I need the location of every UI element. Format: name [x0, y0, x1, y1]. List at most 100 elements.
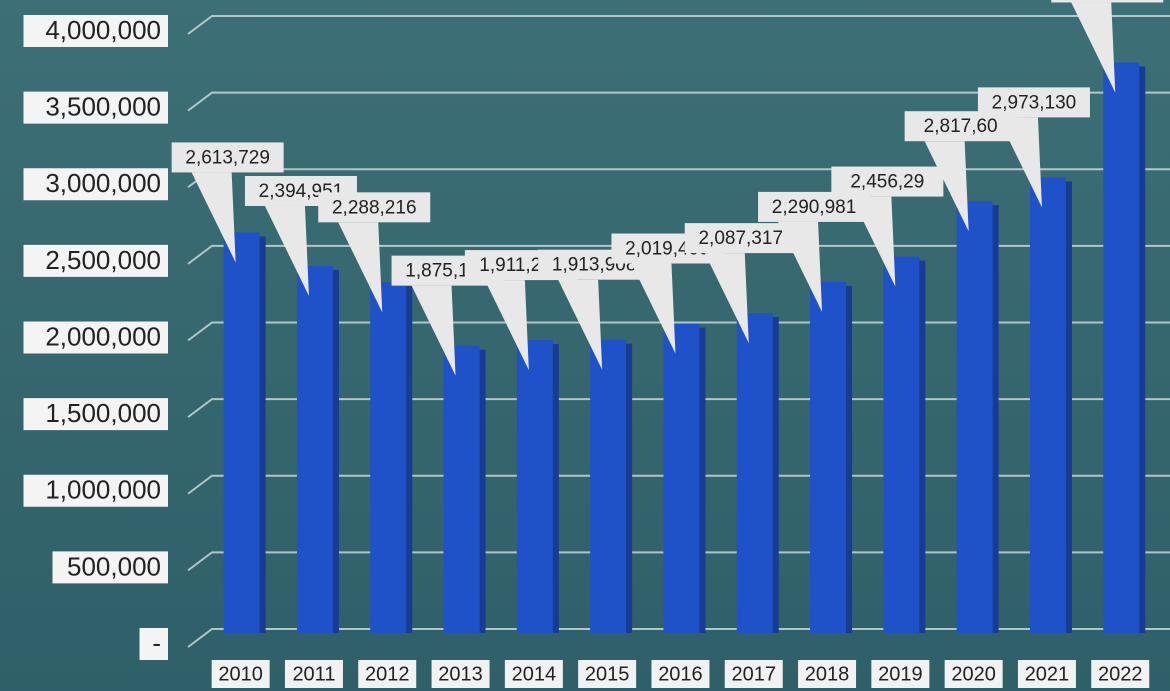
callout-pointer	[338, 222, 383, 313]
value-label: 2,613,729	[185, 147, 270, 168]
value-label: 2,288,216	[332, 197, 417, 218]
bar	[590, 339, 627, 633]
y-tick-label: 2,000,000	[45, 321, 161, 351]
callout-pointer	[631, 263, 676, 354]
y-tick-label: 1,000,000	[45, 475, 161, 505]
bar-side	[330, 269, 339, 633]
x-tick-label: 2015	[585, 663, 630, 685]
x-tick-box	[798, 660, 857, 688]
x-tick-label: 2016	[658, 663, 703, 685]
bar-side	[770, 317, 779, 633]
bar-side	[990, 205, 999, 633]
callout-pointer	[191, 172, 236, 263]
bar	[956, 201, 993, 633]
x-tick-box	[504, 660, 563, 688]
bar-side	[404, 286, 413, 633]
bar-side	[550, 344, 559, 633]
y-tick-box	[23, 168, 168, 201]
y-tick-label: 2,500,000	[45, 245, 161, 275]
bar	[810, 281, 847, 633]
bar	[1029, 177, 1066, 633]
callout-box	[318, 192, 431, 223]
bar-side	[844, 285, 853, 633]
bar-side	[917, 260, 926, 633]
bar	[1103, 62, 1140, 634]
y-tick-label: -	[152, 628, 161, 658]
y-tick-label: 500,000	[67, 551, 161, 581]
callout-pointer	[924, 141, 969, 232]
bar-side	[1137, 66, 1146, 634]
x-tick-box	[944, 660, 1003, 688]
x-tick-label: 2011	[292, 663, 335, 685]
x-tick-label: 2014	[512, 663, 557, 685]
y-tick-box	[23, 321, 168, 354]
callout-pointer	[778, 221, 823, 312]
x-tick-label: 2022	[1098, 663, 1143, 685]
x-tick-label: 2017	[732, 663, 777, 685]
bar-side	[1063, 181, 1072, 633]
callout-pointer	[704, 253, 749, 344]
x-tick-box	[284, 660, 343, 688]
callout-pointer	[1071, 2, 1116, 93]
callout-pointer	[411, 285, 456, 376]
y-tick-label: 3,000,000	[45, 168, 161, 198]
x-tick-box	[1017, 660, 1076, 688]
x-tick-box	[431, 660, 490, 688]
grid-line	[187, 244, 1170, 265]
x-tick-box	[724, 660, 783, 688]
y-tick-box	[52, 551, 168, 584]
x-tick-box	[651, 660, 710, 688]
x-tick-box	[578, 660, 637, 688]
bar	[736, 313, 773, 633]
x-tick-label: 2019	[878, 663, 923, 685]
x-tick-label: 2013	[438, 663, 483, 685]
bar-side	[697, 327, 706, 633]
callout-box	[758, 191, 871, 222]
x-tick-label: 2018	[805, 663, 850, 685]
y-tick-box	[23, 15, 168, 47]
bar	[223, 232, 260, 633]
callout-box	[684, 223, 797, 254]
bar-side	[624, 343, 633, 633]
bar	[443, 345, 480, 633]
bar	[883, 256, 920, 633]
y-tick-label: 3,500,000	[45, 92, 161, 122]
callout-box	[1051, 0, 1164, 3]
bar-side	[477, 349, 486, 633]
value-label: 2,817,60	[924, 116, 998, 137]
grid-line	[187, 91, 1170, 112]
x-tick-box	[358, 660, 417, 688]
callout-box	[977, 87, 1090, 118]
x-tick-box	[1091, 660, 1150, 688]
callout-pointer	[558, 279, 603, 370]
bar	[296, 265, 333, 633]
value-label: 2,973,130	[992, 92, 1077, 113]
x-tick-label: 2010	[218, 663, 263, 685]
bar	[663, 323, 700, 633]
bar	[516, 340, 553, 633]
value-label: 2,087,317	[698, 228, 783, 249]
x-tick-label: 2020	[951, 663, 996, 685]
y-tick-box	[23, 244, 168, 277]
callout-pointer	[997, 117, 1042, 208]
callout-box	[171, 142, 284, 173]
x-tick-label: 2012	[365, 663, 410, 685]
callout-box	[831, 166, 944, 197]
y-tick-box	[139, 628, 168, 660]
y-tick-label: 4,000,000	[45, 15, 161, 45]
y-tick-box	[23, 474, 168, 507]
callout-pointer	[851, 196, 896, 287]
grid-line	[187, 15, 1170, 35]
y-tick-label: 1,500,000	[45, 398, 161, 428]
value-label: 2,456,29	[850, 172, 924, 193]
callout-pointer	[264, 205, 309, 296]
x-tick-label: 2021	[1025, 663, 1070, 685]
y-tick-box	[23, 91, 168, 124]
callout-pointer	[484, 280, 529, 371]
bar	[370, 282, 407, 633]
x-tick-box	[211, 660, 270, 688]
bar-side	[257, 236, 266, 633]
x-tick-box	[871, 660, 930, 688]
